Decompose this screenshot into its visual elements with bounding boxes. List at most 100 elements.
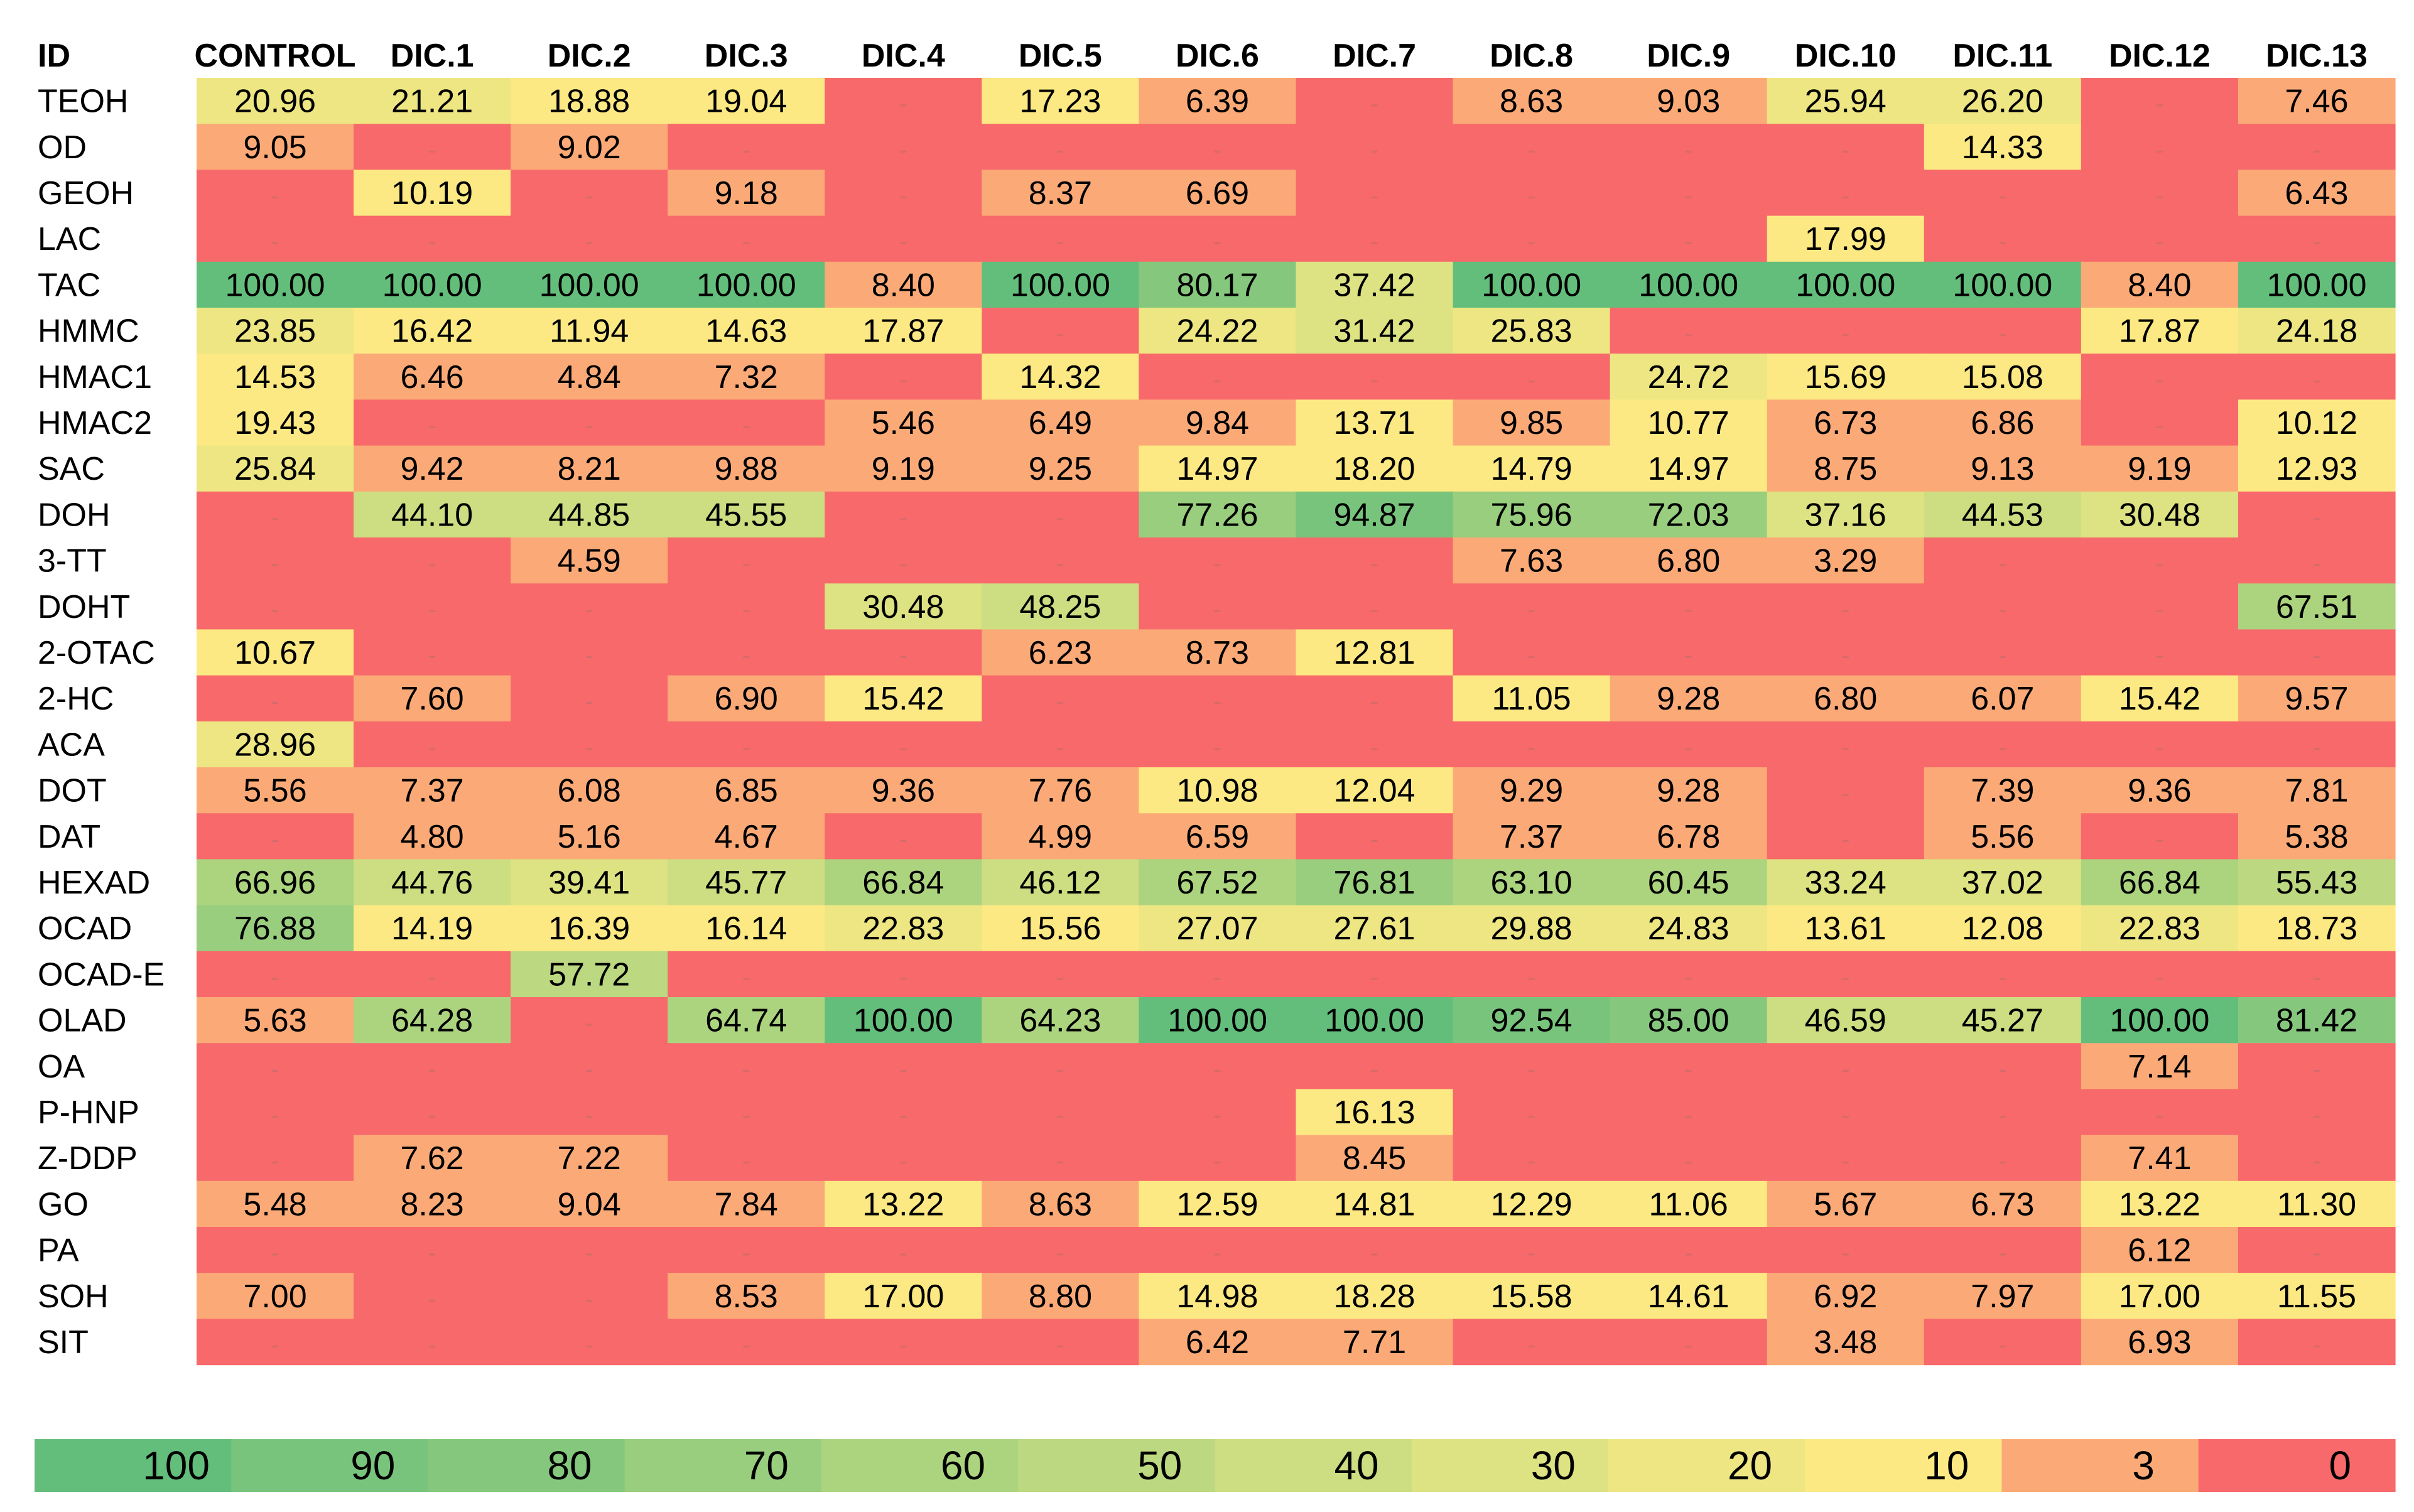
heatmap-cell xyxy=(511,124,668,170)
cell-value: 11.05 xyxy=(1491,681,1571,717)
heatmap-cell xyxy=(825,1089,982,1136)
row-label: DOT xyxy=(38,773,107,809)
column-header: DIC.11 xyxy=(1952,38,2052,74)
cell-value: 5.16 xyxy=(558,819,621,855)
heatmap-cell xyxy=(511,997,668,1044)
legend-label: 60 xyxy=(941,1443,985,1488)
cell-value: 6.73 xyxy=(1971,1186,2034,1223)
empty-cell-dash: - xyxy=(1841,136,1849,164)
heatmap-cell xyxy=(1767,445,1925,492)
heatmap-cell xyxy=(197,399,354,446)
cell-value: 6.12 xyxy=(2128,1233,2191,1269)
heatmap-cell xyxy=(668,859,825,906)
cell-value: 7.00 xyxy=(243,1278,306,1315)
cell-value: 39.41 xyxy=(548,865,630,901)
heatmap-cell xyxy=(1139,354,1297,400)
cell-value: 18.73 xyxy=(2276,910,2357,947)
cell-value: 8.80 xyxy=(1029,1278,1092,1315)
heatmap-cell xyxy=(354,354,511,400)
heatmap-cell xyxy=(511,583,668,630)
heatmap-cell xyxy=(2081,997,2239,1044)
empty-cell-dash: - xyxy=(2312,733,2320,761)
empty-cell-dash: - xyxy=(899,1056,907,1083)
heatmap-cell xyxy=(668,905,825,952)
heatmap-cell xyxy=(825,951,982,998)
cell-value: 8.37 xyxy=(1029,175,1092,212)
heatmap-cell xyxy=(1139,261,1297,308)
heatmap-cell xyxy=(668,583,825,630)
cell-value: 14.33 xyxy=(1962,129,2043,166)
cell-value: 100.00 xyxy=(1481,267,1581,303)
cell-value: 17.99 xyxy=(1805,221,1886,257)
heatmap-cell xyxy=(1767,767,1925,814)
row-label: 2-HC xyxy=(38,681,114,717)
empty-cell-dash: - xyxy=(742,596,750,624)
legend-swatch xyxy=(1805,1439,2003,1492)
heatmap-cell xyxy=(982,1227,1140,1273)
heatmap-cell xyxy=(1924,767,2082,814)
cell-value: 14.98 xyxy=(1176,1278,1258,1315)
cell-value: 3.48 xyxy=(1814,1324,1877,1361)
empty-cell-dash: - xyxy=(899,228,907,256)
empty-cell-dash: - xyxy=(1213,366,1221,394)
heatmap-cell xyxy=(2081,1135,2239,1182)
heatmap-cell xyxy=(1767,1180,1925,1228)
empty-cell-dash: - xyxy=(1527,963,1535,991)
heatmap-cell xyxy=(1924,445,2082,492)
cell-value: 76.81 xyxy=(1333,865,1415,901)
heatmap-cell xyxy=(2238,78,2396,124)
heatmap-cell xyxy=(1296,859,1454,906)
empty-cell-dash: - xyxy=(1056,1056,1064,1083)
heatmap-cell xyxy=(1924,215,2082,262)
heatmap-cell xyxy=(1453,767,1611,814)
cell-value: 25.84 xyxy=(234,451,316,487)
row-label: TAC xyxy=(38,267,100,303)
heatmap-cell xyxy=(511,859,668,906)
cell-value: 14.97 xyxy=(1176,451,1258,487)
heatmap-cell xyxy=(1610,215,1768,262)
empty-cell-dash: - xyxy=(2312,1331,2320,1359)
empty-cell-dash: - xyxy=(1841,826,1849,853)
heatmap-cell xyxy=(982,905,1140,952)
heatmap-cell xyxy=(197,905,354,952)
heatmap-cell xyxy=(1139,859,1297,906)
heatmap-cell xyxy=(1610,1135,1768,1182)
cell-value: 7.46 xyxy=(2285,84,2348,120)
heatmap-cell xyxy=(354,859,511,906)
heatmap-cell xyxy=(354,537,511,584)
empty-cell-dash: - xyxy=(1684,963,1692,991)
heatmap-cell xyxy=(1610,951,1768,998)
cell-value: 14.53 xyxy=(234,359,316,396)
empty-cell-dash: - xyxy=(742,550,750,578)
cell-value: 7.62 xyxy=(400,1140,463,1177)
heatmap-cell xyxy=(668,1089,825,1136)
cell-value: 9.84 xyxy=(1186,405,1249,441)
cell-value: 13.61 xyxy=(1805,910,1886,947)
heatmap-cell xyxy=(197,215,354,262)
cell-value: 11.30 xyxy=(2277,1186,2356,1223)
heatmap-cell xyxy=(1610,399,1768,446)
empty-cell-dash: - xyxy=(2312,642,2320,669)
empty-cell-dash: - xyxy=(1213,1056,1221,1083)
heatmap-cell xyxy=(354,583,511,630)
heatmap-cell xyxy=(2081,399,2239,446)
heatmap-cell xyxy=(1296,629,1454,676)
heatmap-cell xyxy=(1296,445,1454,492)
cell-value: 8.40 xyxy=(872,267,935,303)
heatmap-cell xyxy=(511,354,668,400)
heatmap-cell xyxy=(511,951,668,998)
empty-cell-dash: - xyxy=(271,1056,279,1083)
empty-cell-dash: - xyxy=(1684,1056,1692,1083)
cell-value: 6.69 xyxy=(1186,175,1249,212)
heatmap-cell xyxy=(1139,215,1297,262)
cell-value: 27.07 xyxy=(1176,910,1258,947)
legend-swatch xyxy=(2198,1439,2396,1492)
empty-cell-dash: - xyxy=(1998,1101,2006,1129)
heatmap-cell xyxy=(2081,78,2239,124)
heatmap-cell xyxy=(2081,767,2239,814)
heatmap-cell xyxy=(982,721,1140,768)
empty-cell-dash: - xyxy=(428,963,436,991)
heatmap-cell xyxy=(2238,859,2396,906)
empty-cell-dash: - xyxy=(1213,228,1221,256)
row-label: DOH xyxy=(38,497,111,533)
